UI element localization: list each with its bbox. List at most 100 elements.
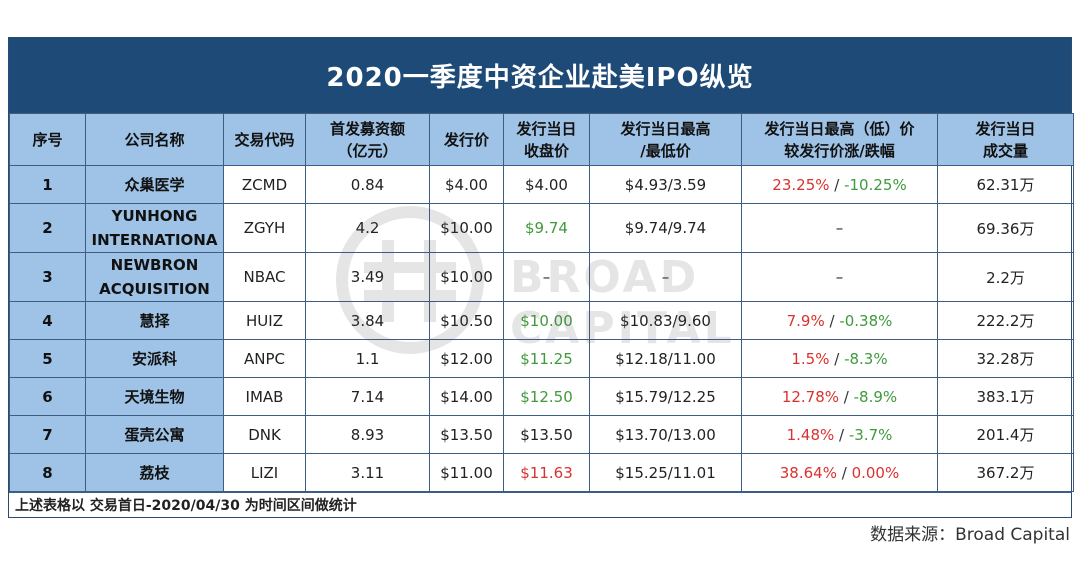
closing-price: $13.50 <box>503 415 590 454</box>
company-name: 慧择 <box>85 301 224 340</box>
high-low-price: – <box>589 252 742 302</box>
header-volume: 发行当日 成交量 <box>937 113 1074 166</box>
change-high: 1.48% <box>786 425 835 444</box>
header-line: 发行当日最高（低）价 <box>764 119 915 138</box>
change-low: -0.38% <box>839 311 893 330</box>
ticker-code: LIZI <box>223 453 306 492</box>
change-dash: – <box>835 219 844 237</box>
company-name: 荔枝 <box>85 453 224 492</box>
trading-volume: 367.2万 <box>937 453 1074 492</box>
company-name: NEWBRON ACQUISITION <box>85 252 224 302</box>
row-number: 7 <box>9 415 86 454</box>
header-line: 收盘价 <box>523 141 569 160</box>
price-change: – <box>741 252 938 302</box>
row-number: 2 <box>9 203 86 253</box>
ticker-code: ZCMD <box>223 165 306 204</box>
row-number: 6 <box>9 377 86 416</box>
ticker-code: NBAC <box>223 252 306 302</box>
change-low: -3.7% <box>848 425 893 444</box>
row-number: 1 <box>9 165 86 204</box>
trading-volume: 69.36万 <box>937 203 1074 253</box>
header-line: 序号 <box>32 130 63 149</box>
row-number: 4 <box>9 301 86 340</box>
row-number: 3 <box>9 252 86 302</box>
closing-price: $12.50 <box>503 377 590 416</box>
price-change: 1.48% / -3.7% <box>741 415 938 454</box>
table-row: 6 天境生物 IMAB 7.14 $14.00 $12.50 $15.79/12.25 12.… <box>9 377 1074 416</box>
change-separator: / <box>829 349 845 368</box>
table-body: 1 众巢医学 ZCMD 0.84 $4.00 $4.00 $4.93/3.59 23.25% … <box>9 165 1074 492</box>
change-low: -8.9% <box>853 387 898 406</box>
closing-price: $11.63 <box>503 453 590 492</box>
ticker-code: DNK <box>223 415 306 454</box>
change-high: 1.5% <box>791 349 830 368</box>
row-number: 8 <box>9 453 86 492</box>
header-line: 成交量 <box>982 141 1028 160</box>
ipo-price: $14.00 <box>429 377 504 416</box>
header-line: 交易代码 <box>234 130 295 149</box>
ipo-price: $10.50 <box>429 301 504 340</box>
header-line: 公司名称 <box>124 130 185 149</box>
price-change: – <box>741 203 938 253</box>
data-source: 数据来源：Broad Capital <box>870 525 1070 545</box>
closing-price: – <box>503 252 590 302</box>
change-low: -8.3% <box>844 349 888 368</box>
header-change: 发行当日最高（低）价 较发行价涨/跌幅 <box>741 113 938 166</box>
high-low-price: $15.79/12.25 <box>589 377 742 416</box>
high-low-price: $4.93/3.59 <box>589 165 742 204</box>
header-line: 发行当日最高 <box>620 119 711 138</box>
change-separator: / <box>836 463 852 482</box>
table-row: 2 YUNHONG INTERNATIONA ZGYH 4.2 $10.00 $9.74 $… <box>9 203 1074 253</box>
trading-volume: 32.28万 <box>937 339 1074 378</box>
ipo-table-frame: 2020一季度中资企业赴美IPO纵览 序号 公司名称 交易代码 首发募资额 （亿元） 发行… <box>8 37 1074 518</box>
closing-price: $10.00 <box>503 301 590 340</box>
closing-price: $4.00 <box>503 165 590 204</box>
change-high: 38.64% <box>779 463 837 482</box>
change-low: 0.00% <box>851 463 900 482</box>
change-high: 12.78% <box>781 387 840 406</box>
ipo-amount: 3.11 <box>305 453 430 492</box>
ipo-amount: 3.49 <box>305 252 430 302</box>
price-change: 12.78% / -8.9% <box>741 377 938 416</box>
table-row: 8 荔枝 LIZI 3.11 $11.00 $11.63 $15.25/11.01 38.64… <box>9 453 1074 492</box>
change-separator: / <box>839 387 854 406</box>
header-line: （亿元） <box>337 141 398 160</box>
price-change: 23.25% / -10.25% <box>741 165 938 204</box>
company-name: 蛋壳公寓 <box>85 415 224 454</box>
price-change: 1.5% / -8.3% <box>741 339 938 378</box>
table-row: 7 蛋壳公寓 DNK 8.93 $13.50 $13.50 $13.70/13.00 1.48… <box>9 415 1074 454</box>
header-line: 发行当日 <box>516 119 577 138</box>
high-low-price: $13.70/13.00 <box>589 415 742 454</box>
closing-price: $9.74 <box>503 203 590 253</box>
header-line: /最低价 <box>640 141 691 160</box>
table-title: 2020一季度中资企业赴美IPO纵览 <box>9 38 1071 113</box>
ipo-amount: 4.2 <box>305 203 430 253</box>
change-dash: – <box>835 268 844 286</box>
trading-volume: 62.31万 <box>937 165 1074 204</box>
high-low-price: $15.25/11.01 <box>589 453 742 492</box>
table-row: 5 安派科 ANPC 1.1 $12.00 $11.25 $12.18/11.00 1.5% … <box>9 339 1074 378</box>
ipo-price: $12.00 <box>429 339 504 378</box>
high-low-price: $12.18/11.00 <box>589 339 742 378</box>
ipo-amount: 0.84 <box>305 165 430 204</box>
header-amount: 首发募资额 （亿元） <box>305 113 430 166</box>
row-number: 5 <box>9 339 86 378</box>
footnote: 上述表格以 交易首日-2020/04/30 为时间区间做统计 <box>9 492 1071 517</box>
company-name: 天境生物 <box>85 377 224 416</box>
change-separator: / <box>829 175 845 194</box>
header-company: 公司名称 <box>85 113 224 166</box>
company-name: YUNHONG INTERNATIONA <box>85 203 224 253</box>
trading-volume: 222.2万 <box>937 301 1074 340</box>
table-row: 3 NEWBRON ACQUISITION NBAC 3.49 $10.00– – –2.2… <box>9 252 1074 302</box>
closing-price: $11.25 <box>503 339 590 378</box>
price-change: 7.9% / -0.38% <box>741 301 938 340</box>
change-separator: / <box>824 311 840 330</box>
header-line: 发行当日 <box>975 119 1036 138</box>
ipo-price: $10.00 <box>429 252 504 302</box>
price-change: 38.64% / 0.00% <box>741 453 938 492</box>
ticker-code: ZGYH <box>223 203 306 253</box>
ipo-price: $11.00 <box>429 453 504 492</box>
trading-volume: 201.4万 <box>937 415 1074 454</box>
header-no: 序号 <box>9 113 86 166</box>
trading-volume: 383.1万 <box>937 377 1074 416</box>
